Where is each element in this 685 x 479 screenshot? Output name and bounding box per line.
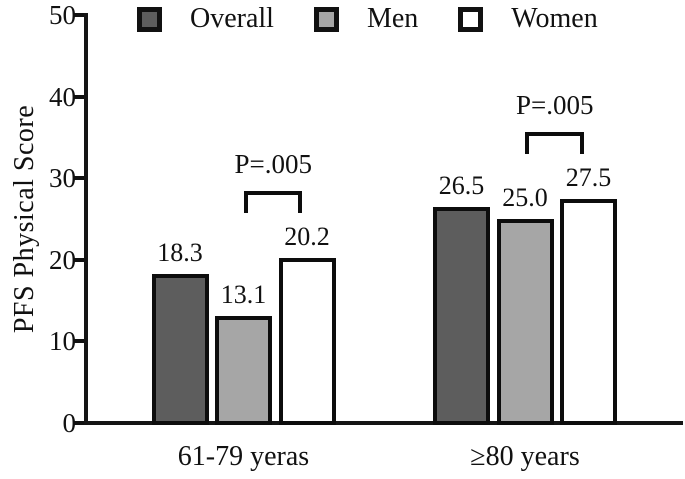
y-tick: [74, 339, 84, 344]
legend: Overall Men Women: [137, 4, 598, 34]
significance-bracket: [243, 191, 302, 214]
legend-swatch-men-icon: [313, 6, 339, 32]
y-tick: [74, 421, 84, 425]
y-tick-label: 50: [49, 0, 76, 30]
y-tick-label: 0: [62, 408, 77, 438]
bar-overall-group1: [433, 206, 490, 425]
bar-men-group0: [215, 316, 272, 425]
bar-value-label: 20.2: [284, 222, 330, 252]
y-tick: [74, 257, 84, 262]
legend-item-overall: Overall: [137, 4, 274, 34]
y-axis-line: [84, 13, 88, 425]
legend-swatch-overall-icon: [137, 6, 162, 32]
legend-swatch-women-icon: [458, 6, 484, 32]
significance-bracket: [525, 131, 584, 154]
legend-label: Men: [366, 3, 419, 34]
bar-value-label: 25.0: [502, 183, 548, 212]
bar-value-label: 27.5: [565, 162, 612, 192]
category-label: 61-79 yeras: [177, 441, 310, 472]
bar-value-label: 18.3: [157, 237, 203, 267]
x-axis-line: [84, 421, 683, 425]
bar-value-label: 26.5: [438, 170, 485, 200]
bar-women-group0: [278, 258, 336, 425]
y-tick-label: 40: [49, 81, 76, 112]
legend-item-men: Men: [313, 3, 419, 34]
p-value-label: P=.005: [516, 89, 594, 120]
y-tick: [74, 176, 84, 181]
category-label: ≥80 years: [470, 441, 580, 472]
bar-men-group1: [496, 219, 554, 425]
legend-item-women: Women: [458, 3, 598, 34]
y-tick-label: 10: [49, 326, 76, 357]
y-tick: [74, 13, 84, 17]
y-tick: [74, 94, 84, 99]
legend-label: Women: [511, 3, 598, 34]
y-tick-label: 20: [49, 244, 76, 275]
bar-women-group1: [560, 198, 617, 425]
bar-value-label: 13.1: [220, 280, 267, 310]
p-value-label: P=.005: [234, 149, 313, 180]
legend-label: Overall: [190, 3, 274, 34]
y-tick-label: 30: [49, 163, 76, 194]
bar-overall-group0: [151, 273, 209, 425]
